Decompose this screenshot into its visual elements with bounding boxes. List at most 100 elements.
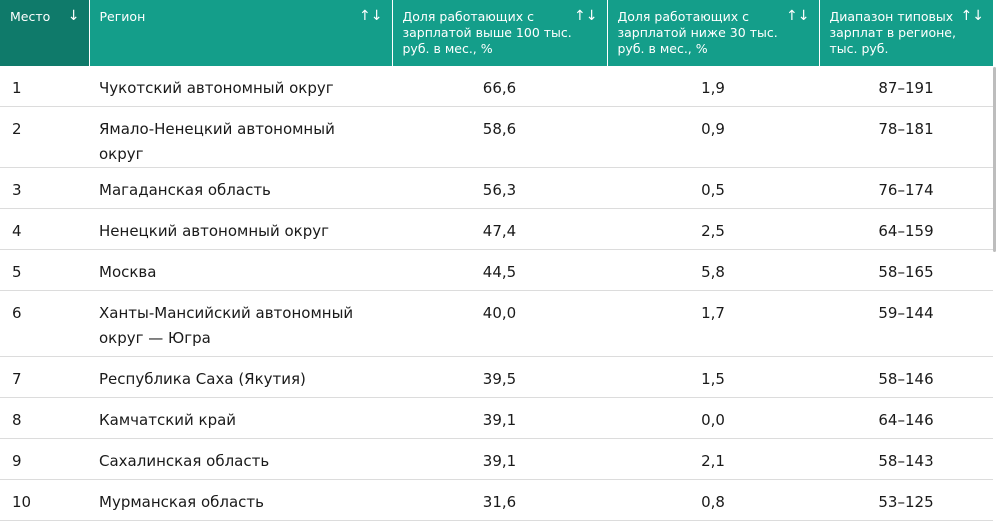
- place-value: 10: [12, 493, 32, 511]
- place-cell: 6: [0, 290, 89, 357]
- sort-icon: ↑↓: [574, 8, 598, 24]
- high-salary-share-cell: 44,5: [392, 249, 607, 291]
- high-salary-share-cell: 39,1: [392, 438, 607, 480]
- high-salary-share-value: 39,1: [482, 452, 517, 470]
- salary-range-value: 87–191: [878, 79, 934, 97]
- low-salary-share-cell: 2,1: [607, 438, 819, 480]
- region-value: Камчатский край: [99, 411, 237, 429]
- column-header-label: Доля работающих с зарплатой ниже 30 тыс.…: [617, 9, 778, 56]
- column-header-label: Регион: [99, 9, 146, 24]
- low-salary-share-value: 2,5: [701, 222, 725, 240]
- place-cell: 8: [0, 397, 89, 439]
- place-cell: 9: [0, 438, 89, 480]
- place-value: 6: [12, 304, 22, 322]
- region-value: Мурманская область: [99, 493, 264, 511]
- column-header-region[interactable]: Регион ↑↓: [89, 0, 393, 66]
- salary-range-value: 59–144: [878, 304, 934, 322]
- high-salary-share-value: 47,4: [482, 222, 517, 240]
- salary-range-cell: 78–181: [819, 106, 993, 168]
- high-salary-share-value: 56,3: [482, 181, 517, 199]
- table-row: 6 Ханты-Мансийский автономный округ — Юг…: [0, 290, 993, 357]
- high-salary-share-value: 31,6: [482, 493, 517, 511]
- place-value: 9: [12, 452, 22, 470]
- place-cell: 2: [0, 106, 89, 168]
- table-row: 10 Мурманская область 31,6 0,8 53–125: [0, 479, 993, 521]
- salary-range-cell: 76–174: [819, 167, 993, 209]
- low-salary-share-value: 5,8: [701, 263, 725, 281]
- low-salary-share-cell: 1,9: [607, 66, 819, 107]
- place-value: 5: [12, 263, 22, 281]
- region-value: Республика Саха (Якутия): [99, 370, 306, 388]
- salary-range-value: 58–165: [878, 263, 934, 281]
- place-cell: 5: [0, 249, 89, 291]
- salary-range-value: 64–159: [878, 222, 934, 240]
- low-salary-share-value: 1,9: [701, 79, 725, 97]
- column-header-label: Диапазон типовых зарплат в регионе, тыс.…: [829, 9, 956, 56]
- low-salary-share-value: 0,5: [701, 181, 725, 199]
- low-salary-share-value: 0,8: [701, 493, 725, 511]
- salary-range-cell: 87–191: [819, 66, 993, 107]
- table-row: 1 Чукотский автономный округ 66,6 1,9 87…: [0, 66, 993, 107]
- column-header-salary-range[interactable]: Диапазон типовых зарплат в регионе, тыс.…: [819, 0, 993, 66]
- high-salary-share-value: 58,6: [482, 120, 517, 138]
- place-value: 4: [12, 222, 22, 240]
- low-salary-share-cell: 5,8: [607, 249, 819, 291]
- high-salary-share-value: 39,5: [482, 370, 517, 388]
- region-value: Чукотский автономный округ: [99, 79, 334, 97]
- low-salary-share-value: 1,5: [701, 370, 725, 388]
- salary-range-cell: 64–146: [819, 397, 993, 439]
- header-row: Место ↓ Регион ↑↓ Доля работающих с зарп…: [0, 0, 993, 66]
- high-salary-share-cell: 56,3: [392, 167, 607, 209]
- region-cell: Сахалинская область: [89, 438, 392, 480]
- place-value: 7: [12, 370, 22, 388]
- high-salary-share-cell: 31,6: [392, 479, 607, 521]
- place-value: 2: [12, 120, 22, 138]
- low-salary-share-cell: 1,7: [607, 290, 819, 357]
- salary-range-cell: 53–125: [819, 479, 993, 521]
- low-salary-share-cell: 2,5: [607, 208, 819, 250]
- low-salary-share-cell: 0,0: [607, 397, 819, 439]
- salary-range-cell: 58–143: [819, 438, 993, 480]
- high-salary-share-value: 66,6: [482, 79, 517, 97]
- place-cell: 4: [0, 208, 89, 250]
- salary-range-value: 78–181: [878, 120, 934, 138]
- salary-range-value: 64–146: [878, 411, 934, 429]
- place-cell: 7: [0, 356, 89, 398]
- high-salary-share-value: 40,0: [482, 304, 517, 322]
- column-header-low-salary-share[interactable]: Доля работающих с зарплатой ниже 30 тыс.…: [607, 0, 820, 66]
- sort-icon: ↑↓: [359, 8, 383, 24]
- table-row: 7 Республика Саха (Якутия) 39,5 1,5 58–1…: [0, 356, 993, 398]
- column-header-place[interactable]: Место ↓: [0, 0, 90, 66]
- low-salary-share-cell: 0,8: [607, 479, 819, 521]
- table-row: 5 Москва 44,5 5,8 58–165: [0, 249, 993, 291]
- region-cell: Мурманская область: [89, 479, 392, 521]
- table-row: 4 Ненецкий автономный округ 47,4 2,5 64–…: [0, 208, 993, 250]
- region-cell: Ханты-Мансийский автономный округ — Югра: [89, 290, 392, 357]
- low-salary-share-value: 0,9: [701, 120, 725, 138]
- column-header-label: Доля работающих с зарплатой выше 100 тыс…: [402, 9, 572, 56]
- column-header-high-salary-share[interactable]: Доля работающих с зарплатой выше 100 тыс…: [392, 0, 608, 66]
- high-salary-share-cell: 47,4: [392, 208, 607, 250]
- salary-range-value: 53–125: [878, 493, 934, 511]
- table-row: 9 Сахалинская область 39,1 2,1 58–143: [0, 438, 993, 480]
- region-cell: Чукотский автономный округ: [89, 66, 392, 107]
- sort-descending-icon: ↓: [67, 8, 80, 24]
- table-row: 8 Камчатский край 39,1 0,0 64–146: [0, 397, 993, 439]
- high-salary-share-cell: 58,6: [392, 106, 607, 168]
- high-salary-share-cell: 40,0: [392, 290, 607, 357]
- low-salary-share-value: 2,1: [701, 452, 725, 470]
- table-header: Место ↓ Регион ↑↓ Доля работающих с зарп…: [0, 0, 993, 66]
- region-value: Ханты-Мансийский автономный округ — Югра: [99, 304, 354, 347]
- table-body: 1 Чукотский автономный округ 66,6 1,9 87…: [0, 66, 993, 521]
- low-salary-share-value: 1,7: [701, 304, 725, 322]
- high-salary-share-cell: 39,5: [392, 356, 607, 398]
- vertical-scrollbar[interactable]: [993, 67, 996, 252]
- high-salary-share-cell: 39,1: [392, 397, 607, 439]
- high-salary-share-value: 44,5: [482, 263, 517, 281]
- salary-range-value: 58–146: [878, 370, 934, 388]
- salary-range-value: 76–174: [878, 181, 934, 199]
- place-cell: 1: [0, 66, 89, 107]
- salary-range-cell: 58–165: [819, 249, 993, 291]
- sort-icon: ↑↓: [960, 8, 984, 24]
